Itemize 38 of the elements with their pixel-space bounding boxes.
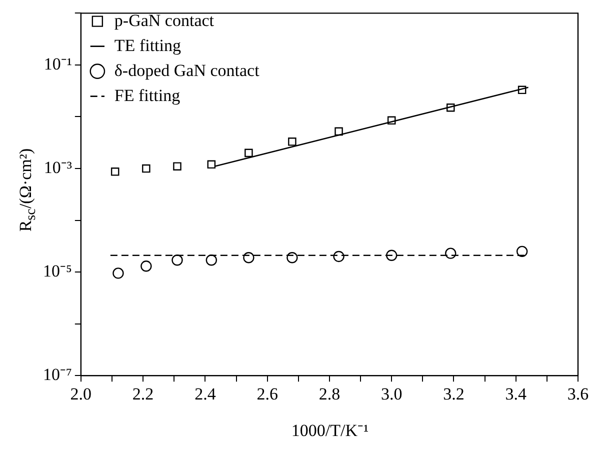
y-tick-label: 10⁻¹ (44, 54, 72, 74)
point (446, 103, 455, 112)
x-tick-label: 3.2 (443, 384, 464, 404)
y-tick-label: 10⁻⁵ (42, 262, 72, 281)
point (386, 250, 398, 261)
x-tick-label: 2.2 (132, 384, 154, 404)
x-tick-label: 3.0 (380, 384, 402, 404)
point (288, 138, 296, 146)
point (286, 252, 298, 264)
legend-label: FE fitting (114, 86, 181, 105)
point (333, 250, 344, 262)
point (173, 162, 182, 171)
x-tick-label: 2.4 (194, 384, 216, 404)
legend-label: TE fitting (114, 36, 182, 55)
x-tick-label: 3.4 (505, 384, 527, 404)
x-tick-label: 3.6 (567, 384, 589, 404)
point (387, 116, 396, 125)
point (110, 168, 120, 176)
y-tick-label: 10⁻³ (44, 158, 72, 177)
point (140, 260, 152, 272)
point (142, 164, 150, 173)
point (334, 127, 343, 136)
x-tick-label: 2.0 (70, 384, 92, 404)
x-axis-title: 1000/T/K⁻¹ (291, 420, 369, 441)
legend-label: δ-doped GaN contact (114, 60, 260, 80)
point (244, 148, 253, 158)
point (518, 86, 526, 94)
point (172, 254, 183, 266)
point (445, 248, 456, 259)
point (112, 268, 124, 279)
x-tick-label: 2.6 (256, 384, 278, 404)
x-tick-label: 2.8 (318, 384, 340, 404)
legend-label: p-GaN contact (114, 10, 214, 30)
point (243, 252, 254, 264)
point (207, 160, 216, 169)
y-tick-label: 10⁻⁷ (42, 365, 72, 384)
point (516, 246, 528, 258)
point (206, 254, 218, 266)
